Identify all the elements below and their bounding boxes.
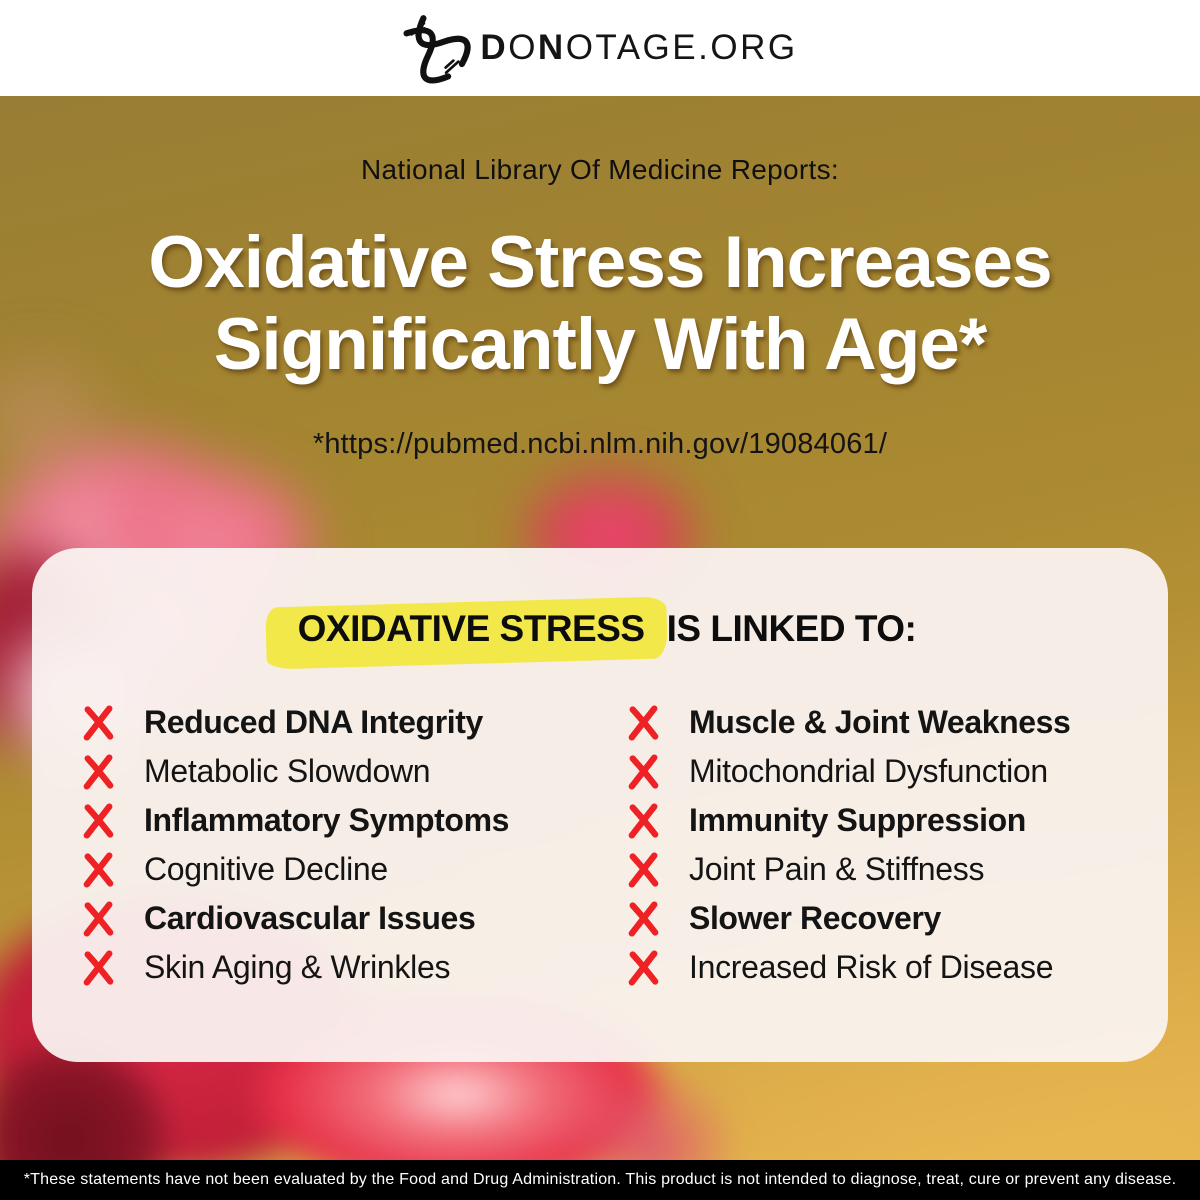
brand-letters: OTAGE.ORG: [565, 28, 798, 67]
list-item: Reduced DNA Integrity: [80, 698, 625, 747]
x-icon: [80, 949, 117, 986]
list-item: Slower Recovery: [625, 894, 1168, 943]
item-label: Cardiovascular Issues: [144, 900, 476, 936]
list-item: Joint Pain & Stiffness: [625, 845, 1168, 894]
x-icon: [80, 802, 117, 839]
item-label: Metabolic Slowdown: [144, 753, 431, 789]
x-icon: [625, 851, 662, 888]
x-icon: [80, 753, 117, 790]
item-label: Cognitive Decline: [144, 851, 388, 887]
x-icon: [625, 949, 662, 986]
symptom-list-right: Muscle & Joint Weakness Mitochondrial Dy…: [625, 698, 1168, 992]
x-icon: [625, 900, 662, 937]
item-label: Slower Recovery: [689, 900, 941, 936]
list-item: Increased Risk of Disease: [625, 943, 1168, 992]
symptom-list-left: Reduced DNA Integrity Metabolic Slowdown…: [80, 698, 625, 992]
list-item: Inflammatory Symptoms: [80, 796, 625, 845]
list-item: Metabolic Slowdown: [80, 747, 625, 796]
item-label: Inflammatory Symptoms: [144, 802, 510, 838]
header-bar: DONOTAGE.ORG: [0, 0, 1200, 96]
brand-letter: D: [480, 28, 509, 67]
list-item: Mitochondrial Dysfunction: [625, 747, 1168, 796]
list-item: Cognitive Decline: [80, 845, 625, 894]
x-icon: [625, 802, 662, 839]
list-item: Cardiovascular Issues: [80, 894, 625, 943]
footer-disclaimer: *These statements have not been evaluate…: [0, 1160, 1200, 1200]
headline: Oxidative Stress Increases Significantly…: [0, 222, 1200, 387]
item-label: Immunity Suppression: [689, 802, 1026, 838]
source-url: *https://pubmed.ncbi.nlm.nih.gov/1908406…: [312, 428, 888, 460]
report-kicker: National Library Of Medicine Reports:: [361, 154, 839, 185]
heading-rest: IS LINKED TO:: [666, 608, 917, 649]
linked-to-card: OXIDATIVE STRESS IS LINKED TO: Reduced DN…: [32, 548, 1168, 1062]
headline-line-1: Oxidative Stress Increases: [148, 222, 1052, 303]
brand-letter: O: [508, 28, 538, 67]
dna-icon: [402, 15, 471, 84]
item-label: Reduced DNA Integrity: [144, 704, 483, 740]
x-icon: [80, 704, 117, 741]
item-label: Skin Aging & Wrinkles: [144, 949, 451, 985]
highlighted-heading-text: OXIDATIVE STRESS: [284, 604, 655, 656]
brand-logo: DONOTAGE.ORG: [402, 15, 797, 84]
list-item: Skin Aging & Wrinkles: [80, 943, 625, 992]
x-icon: [80, 900, 117, 937]
item-label: Increased Risk of Disease: [689, 949, 1054, 985]
x-icon: [625, 753, 662, 790]
x-icon: [625, 704, 662, 741]
x-icon: [80, 851, 117, 888]
brand-wordmark: DONOTAGE.ORG: [480, 28, 797, 68]
list-item: Immunity Suppression: [625, 796, 1168, 845]
disclaimer-text: *These statements have not been evaluate…: [23, 1171, 1177, 1188]
card-heading: OXIDATIVE STRESS IS LINKED TO:: [32, 604, 1168, 656]
symptom-columns: Reduced DNA Integrity Metabolic Slowdown…: [32, 698, 1168, 992]
item-label: Muscle & Joint Weakness: [689, 704, 1071, 740]
brand-letter: N: [537, 28, 566, 67]
list-item: Muscle & Joint Weakness: [625, 698, 1168, 747]
headline-line-2: Significantly With Age*: [213, 304, 988, 386]
item-label: Mitochondrial Dysfunction: [689, 753, 1048, 789]
item-label: Joint Pain & Stiffness: [689, 851, 985, 887]
